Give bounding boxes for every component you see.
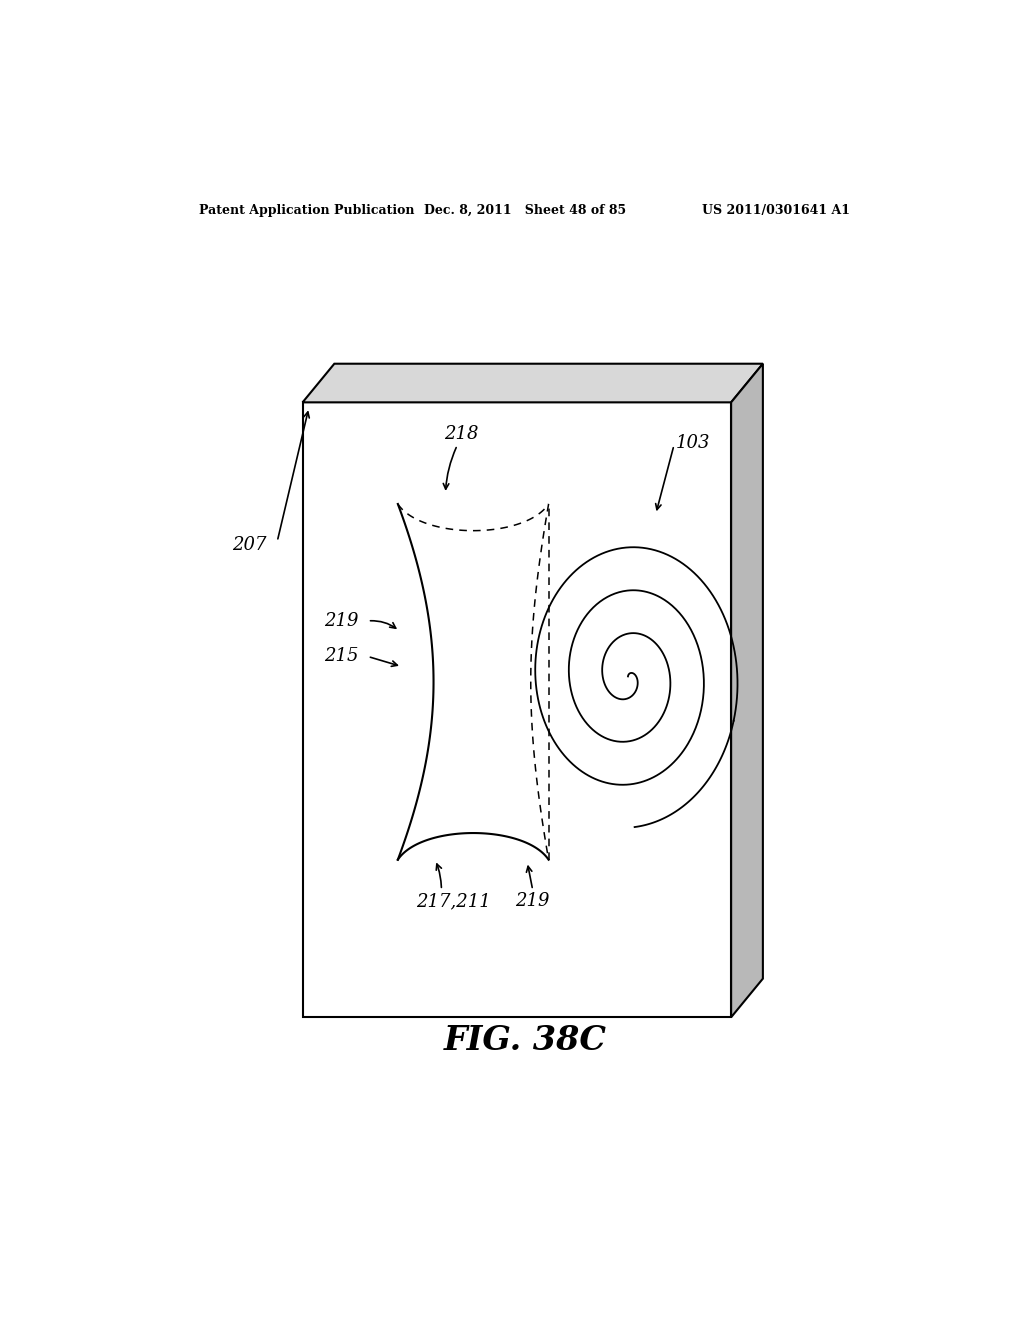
Polygon shape: [731, 364, 763, 1018]
Polygon shape: [303, 403, 731, 1018]
Text: 215: 215: [324, 647, 358, 665]
Text: FIG. 38C: FIG. 38C: [443, 1024, 606, 1057]
Polygon shape: [303, 364, 763, 403]
Text: Patent Application Publication: Patent Application Publication: [200, 205, 415, 216]
Text: US 2011/0301641 A1: US 2011/0301641 A1: [702, 205, 850, 216]
Text: 218: 218: [444, 425, 478, 444]
Text: 219: 219: [324, 612, 358, 630]
Text: 103: 103: [676, 434, 710, 451]
Text: Dec. 8, 2011   Sheet 48 of 85: Dec. 8, 2011 Sheet 48 of 85: [424, 205, 626, 216]
Text: 207: 207: [232, 536, 267, 553]
Text: 219: 219: [515, 892, 550, 911]
Text: 217,211: 217,211: [416, 892, 490, 911]
